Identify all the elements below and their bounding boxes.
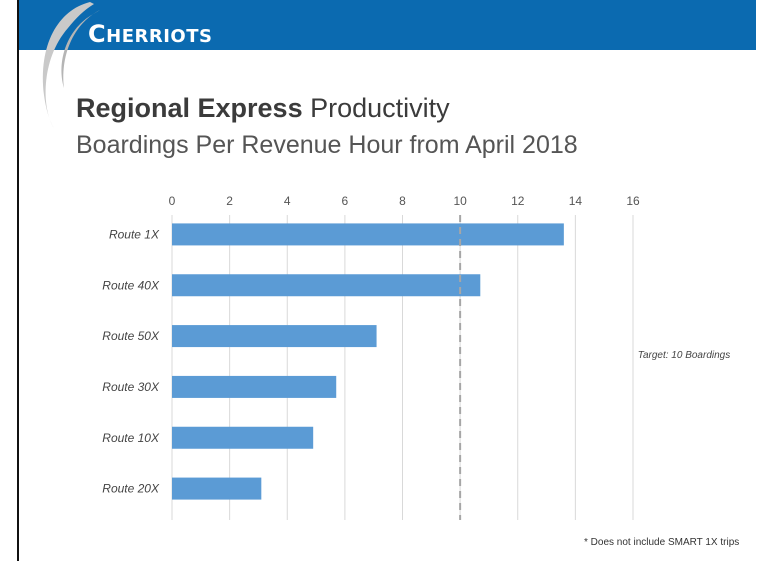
category-label: Route 40X (102, 278, 160, 292)
x-tick-label: 4 (284, 194, 291, 208)
x-tick-label: 8 (399, 194, 406, 208)
page-subtitle: Boardings Per Revenue Hour from April 20… (76, 131, 578, 159)
x-tick-label: 14 (569, 194, 583, 208)
x-tick-label: 6 (342, 194, 349, 208)
x-tick-label: 0 (169, 194, 176, 208)
header-bar (19, 0, 756, 50)
bar (172, 426, 314, 449)
bar (172, 325, 377, 348)
logo-text: CHERRIOTS (88, 20, 212, 48)
target-annotation: Target: 10 Boardings (638, 350, 730, 361)
logo-rest: HERRIOTS (106, 26, 213, 47)
category-label: Route 1X (109, 227, 160, 241)
bar (172, 375, 337, 398)
bar (172, 477, 262, 500)
category-label: Route 20X (102, 482, 160, 496)
x-tick-label: 10 (453, 194, 467, 208)
category-label: Route 30X (102, 380, 160, 394)
x-tick-label: 2 (226, 194, 233, 208)
page-title: Regional Express Productivity (76, 93, 450, 124)
logo-initial: C (88, 20, 107, 48)
title-bold: Regional Express (76, 93, 303, 123)
left-border (17, 0, 19, 561)
title-rest: Productivity (302, 93, 450, 123)
x-tick-label: 16 (626, 194, 640, 208)
category-label: Route 50X (102, 329, 160, 343)
category-label: Route 10X (102, 431, 160, 445)
bar (172, 274, 481, 297)
x-tick-label: 12 (511, 194, 525, 208)
bar (172, 223, 564, 246)
footnote: * Does not include SMART 1X trips (584, 537, 740, 548)
cherriots-logo-icon (42, 2, 100, 128)
